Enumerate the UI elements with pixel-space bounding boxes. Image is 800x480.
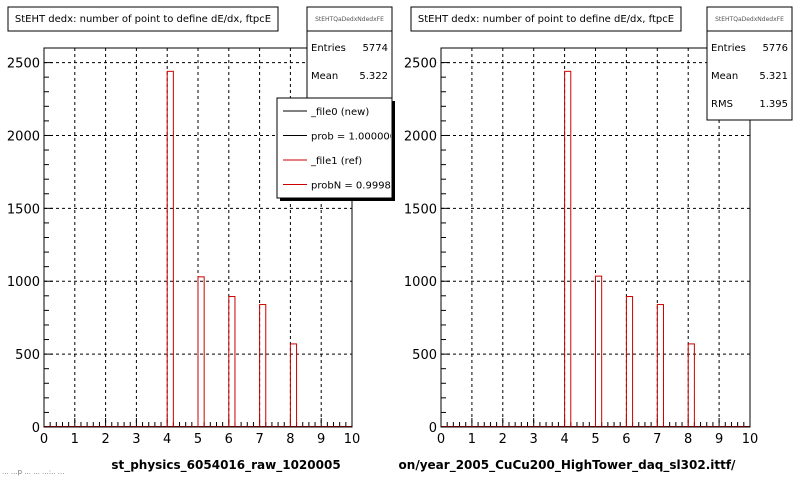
x-tick-label: 3 [132, 432, 140, 447]
x-tick-label: 8 [286, 432, 294, 447]
y-tick-label: 500 [15, 348, 40, 363]
y-tick-label: 1500 [404, 202, 437, 217]
y-tick-label: 500 [412, 348, 437, 363]
chart-title: StEHT dedx: number of point to define dE… [15, 14, 271, 25]
x-tick-label: 9 [317, 432, 325, 447]
x-tick-label: 6 [225, 432, 233, 447]
x-tick-label: 3 [530, 432, 538, 447]
stats-value: 5.321 [759, 71, 788, 82]
y-tick-label: 0 [32, 421, 40, 436]
x-tick-label: 6 [622, 432, 630, 447]
x-tick-label: 10 [742, 432, 759, 447]
stats-label: Entries [311, 43, 346, 54]
stats-label: Mean [311, 71, 338, 82]
y-tick-label: 2000 [404, 129, 437, 144]
x-tick-label: 2 [499, 432, 507, 447]
x-tick-label: 4 [560, 432, 568, 447]
plot-frame [43, 47, 353, 428]
x-tick-label: 5 [194, 432, 202, 447]
y-tick-label: 2000 [7, 129, 40, 144]
legend-entry-label: _file0 (new) [310, 107, 369, 118]
legend-box [276, 97, 393, 199]
y-tick-label: 1000 [404, 275, 437, 290]
stats-label: RMS [711, 99, 733, 110]
x-tick-label: 9 [715, 432, 723, 447]
title-box [410, 6, 682, 32]
stats-value: 1.395 [759, 99, 788, 110]
stats-box [706, 6, 793, 121]
y-tick-label: 1000 [7, 275, 40, 290]
x-tick-label: 7 [255, 432, 263, 447]
legend-entry-label: _file1 (ref) [310, 156, 362, 167]
x-tick-label: 5 [591, 432, 599, 447]
stats-label: Mean [711, 71, 738, 82]
legend: _file0 (new) prob = 1.000000 _file1 (ref) p… [276, 97, 404, 199]
chart-title: StEHT dedx: number of point to define dE… [418, 14, 674, 25]
stats-value: 5.322 [359, 71, 388, 82]
y-tick-label: 0 [429, 421, 437, 436]
stats-name: StEHTQaDedxNdedxFE [715, 16, 784, 23]
x-axis-label: on/year_2005_CuCu200_HighTower_daq_sl302… [399, 458, 737, 473]
stats-value: 5774 [363, 43, 388, 54]
x-tick-label: 2 [101, 432, 109, 447]
histogram-panel-1: 0 1 2 3 4 5 6 7 8 9 10 0 500 1000 1500 2000 2500 st_physi… [7, 6, 404, 473]
histogram-panel-2: 0 1 2 3 4 5 6 7 8 9 10 0 500 1000 1500 2000 2500 on/year_… [399, 6, 793, 473]
x-tick-label: 0 [437, 432, 445, 447]
title-box [7, 6, 279, 32]
x-tick-label: 7 [653, 432, 661, 447]
stats-name: StEHTQaDedxNdedxFE [315, 16, 384, 23]
y-tick-label: 2500 [7, 57, 40, 72]
legend-entry-label: probN = 0.999881 [311, 181, 404, 192]
x-tick-label: 1 [71, 432, 79, 447]
y-tick-label: 1500 [7, 202, 40, 217]
legend-entry-label: prob = 1.000000 [311, 132, 396, 143]
x-axis-label: st_physics_6054016_raw_1020005 [111, 458, 340, 473]
x-tick-label: 10 [344, 432, 361, 447]
y-tick-label: 2500 [404, 57, 437, 72]
x-tick-label: 1 [468, 432, 476, 447]
x-tick-label: 8 [684, 432, 692, 447]
stats-box [306, 6, 393, 101]
x-tick-label: 0 [40, 432, 48, 447]
stats-label: Entries [711, 43, 746, 54]
stats-value: 5776 [763, 43, 788, 54]
footer-text: ... ...p ... ... ...:.. ... [2, 468, 65, 476]
plot-frame [440, 47, 751, 428]
x-tick-label: 4 [163, 432, 171, 447]
